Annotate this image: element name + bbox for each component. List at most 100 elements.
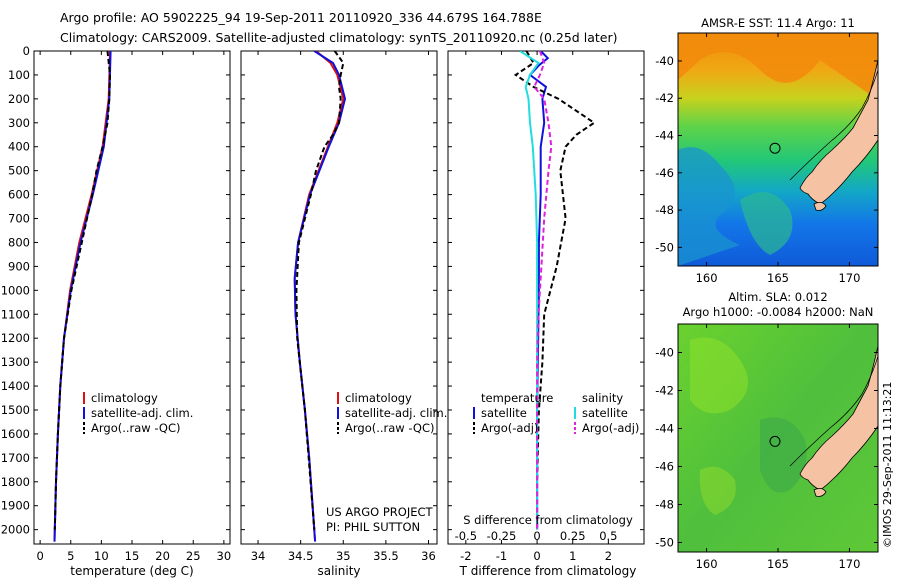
x-tick-label: 36 <box>421 549 436 563</box>
difference-legend: temperature satellite Argo(-adj) salinit… <box>473 391 639 435</box>
temperature-panel: 0100200300400500600700800900100011001200… <box>1 44 231 578</box>
lon-tick-label: 170 <box>838 557 860 571</box>
lat-tick-label: -40 <box>655 54 674 68</box>
s-tick-label: -0.5 <box>455 529 477 543</box>
salinity-x-axis: 34 34.5 35 35.5 36 <box>251 51 436 563</box>
depth-tick-label: 700 <box>8 212 30 226</box>
sst-argo-position-marker <box>769 142 781 154</box>
x-tick-label: 10 <box>94 549 109 563</box>
depth-tick-label: 100 <box>8 68 30 82</box>
depth-tick-label: 1700 <box>1 451 30 465</box>
x-tick-label: 25 <box>186 549 201 563</box>
sla-bathymetry-contour <box>789 355 878 467</box>
depth-tick-label: 1100 <box>1 307 30 321</box>
series-argo-raw-qc- <box>295 51 345 530</box>
sst-mid-patch <box>740 192 793 255</box>
salinity-y-ticks <box>241 50 437 531</box>
difference-series <box>513 51 596 530</box>
depth-tick-label: 500 <box>8 164 30 178</box>
sst-cool-patch <box>678 147 740 266</box>
x-tick-label: 1 <box>569 549 576 563</box>
x-tick-label: 0 <box>36 549 43 563</box>
depth-tick-label: 1500 <box>1 403 30 417</box>
s-tick-label: 0.25 <box>560 529 586 543</box>
difference-y-ticks <box>448 50 644 531</box>
s-tick-label: 0.5 <box>599 529 617 543</box>
t-difference-xlabel: T difference from climatology <box>459 564 637 578</box>
t-difference-x-axis: -2 -1 0 1 2 <box>460 51 612 563</box>
legend-heading-salinity: salinity <box>582 391 623 405</box>
sla-map-title: Altim. SLA: 0.012 <box>728 290 827 304</box>
depth-tick-label: 800 <box>8 235 30 249</box>
sla-argo-position-marker <box>769 435 781 447</box>
series-salinity-satellite <box>519 51 540 530</box>
series-temperature-satellite <box>528 51 550 530</box>
sla-low-patch <box>760 417 807 493</box>
depth-tick-label: 1800 <box>1 475 30 489</box>
lat-tick-label: -50 <box>655 536 674 550</box>
lat-tick-label: -44 <box>655 129 674 143</box>
temperature-panel-frame <box>33 50 231 545</box>
x-tick-label: -1 <box>496 549 507 563</box>
sst-lat-axis: -40 -42 -44 -46 -48 -50 <box>655 54 878 254</box>
s-tick-label: -0.25 <box>487 529 517 543</box>
depth-tick-label: 1000 <box>1 283 30 297</box>
sst-map: AMSR-E SST: 11.4 Argo: 11 -40-42-44-46-4… <box>655 16 879 285</box>
sst-land-stewart-island <box>813 202 827 211</box>
x-tick-label: 34 <box>251 549 266 563</box>
x-tick-label: -2 <box>460 549 471 563</box>
x-tick-label: 30 <box>217 549 232 563</box>
sst-bathymetry-contour <box>789 69 878 181</box>
depth-tick-label: 400 <box>8 140 30 154</box>
salinity-series <box>293 51 347 542</box>
salinity-legend: climatology satellite-adj. clim. Argo(..… <box>337 391 447 435</box>
project-annotation: US ARGO PROJECT <box>326 505 434 519</box>
lat-tick-label: -48 <box>655 498 674 512</box>
s-difference-axis: -0.5 -0.25 0 0.25 0.5 <box>455 529 618 543</box>
series-argo-raw-qc- <box>53 51 112 530</box>
x-tick-label: 0 <box>533 549 540 563</box>
legend-label-s-argo: Argo(-adj) <box>582 421 639 435</box>
legend-label-argo: Argo(..raw -QC) <box>91 421 181 435</box>
lat-tick-label: -50 <box>655 240 674 254</box>
x-tick-label: 5 <box>67 549 74 563</box>
figure-title-line1: Argo profile: AO 5902225_94 19-Sep-2011 … <box>60 10 542 25</box>
lat-tick-label: -44 <box>655 422 674 436</box>
salinity-panel-frame <box>240 50 438 545</box>
depth-tick-label: 1600 <box>1 427 30 441</box>
depth-tick-label: 300 <box>8 116 30 130</box>
lat-tick-label: -46 <box>655 460 674 474</box>
x-tick-label: 35 <box>336 549 351 563</box>
lon-tick-label: 165 <box>767 271 789 285</box>
depth-tick-label: 1900 <box>1 499 30 513</box>
lat-tick-label: -42 <box>655 91 674 105</box>
s-tick-label: 0 <box>533 529 540 543</box>
temperature-xlabel: temperature (deg C) <box>70 564 193 578</box>
salinity-xlabel: salinity <box>317 564 360 578</box>
sst-lon-axis: 160 165 170 <box>696 33 860 285</box>
imos-credit: ©IMOS 29-Sep-2011 11:13:21 <box>881 382 894 548</box>
sla-lon-axis: 160 165 170 <box>696 324 860 571</box>
legend-label-climatology: climatology <box>91 391 158 405</box>
x-tick-label: 20 <box>155 549 170 563</box>
difference-panel: -2 -1 0 1 2 -0.5 -0.25 0 0.25 0.5 T difference f… <box>447 50 645 578</box>
depth-tick-label: 600 <box>8 188 30 202</box>
sst-map-title: AMSR-E SST: 11.4 Argo: 11 <box>701 16 855 30</box>
depth-tick-label: 900 <box>8 259 30 273</box>
sla-land-south-island <box>799 345 878 491</box>
legend-label-s-satellite: satellite <box>582 406 628 420</box>
x-tick-label: 2 <box>605 549 612 563</box>
sla-high-patch <box>690 337 748 414</box>
temperature-legend: climatology satellite-adj. clim. Argo(..… <box>83 391 193 435</box>
temperature-x-axis: 0 5 10 15 20 25 30 <box>36 51 231 563</box>
depth-tick-label: 1200 <box>1 331 30 345</box>
sla-map: Altim. SLA: 0.012 Argo h1000: -0.0084 h2… <box>655 290 879 571</box>
lon-tick-label: 165 <box>767 557 789 571</box>
legend-heading-temperature: temperature <box>481 391 553 405</box>
depth-axis: 0 100 200 300 400 500 600 700 800 900 1000 1100 1200… <box>1 44 230 537</box>
sla-land-stewart-island <box>813 488 827 497</box>
series-salinity-argo-adj- <box>533 51 553 530</box>
sst-warm-patch <box>678 33 878 100</box>
temperature-series <box>53 51 112 542</box>
